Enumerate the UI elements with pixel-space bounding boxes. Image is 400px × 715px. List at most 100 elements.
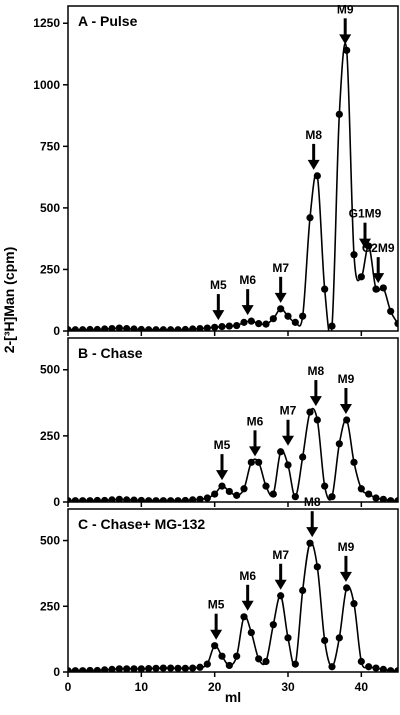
data-point: [247, 458, 255, 466]
data-point: [350, 458, 358, 466]
data-point: [86, 497, 94, 502]
peak-arrow-head: [274, 292, 287, 303]
peak-label: M8: [304, 495, 321, 509]
peak-arrow-head: [309, 396, 322, 407]
data-point: [130, 665, 138, 672]
x-tick-label: 0: [65, 680, 72, 694]
x-tick-label: 40: [355, 680, 369, 694]
peak-label: G2M9: [362, 241, 395, 255]
data-point: [372, 664, 380, 672]
peak-annotation-m8: M8: [305, 128, 322, 170]
data-point: [291, 318, 299, 326]
peak-arrow-head: [274, 579, 287, 590]
peak-arrow-head: [372, 273, 385, 284]
peak-annotation-m6: M6: [247, 414, 264, 457]
y-tick-label: 250: [40, 599, 60, 613]
data-point: [277, 592, 285, 600]
data-point: [152, 664, 160, 672]
data-point: [167, 497, 175, 502]
peak-arrow-head: [249, 446, 261, 457]
data-point: [277, 305, 285, 313]
data-point: [328, 493, 336, 501]
peak-label: M8: [305, 128, 322, 142]
data-point: [71, 497, 79, 502]
data-point: [181, 664, 189, 672]
data-point: [145, 326, 153, 331]
data-point: [152, 497, 160, 502]
data-point: [262, 320, 270, 328]
data-point: [211, 490, 219, 498]
data-point: [108, 496, 116, 502]
peak-annotation-m5: M5: [208, 598, 225, 640]
data-point: [211, 642, 219, 650]
data-point: [240, 318, 248, 326]
data-point: [394, 667, 398, 672]
data-point: [101, 496, 109, 502]
panel-b: 0 250 500 B - Chase M5 M6 M7 M8 M9: [40, 337, 399, 509]
panel-title: C - Chase+ MG-132: [78, 516, 205, 532]
data-point: [350, 600, 358, 608]
data-point: [255, 320, 263, 328]
data-point: [189, 664, 197, 672]
series-group: [68, 539, 398, 672]
peak-annotation-g1m9: G1M9: [349, 207, 382, 249]
data-point: [387, 307, 395, 315]
data-point: [115, 324, 123, 331]
data-point: [284, 634, 292, 642]
data-point: [108, 324, 116, 331]
panel-title: B - Chase: [78, 345, 143, 361]
data-point: [196, 495, 204, 502]
data-point: [306, 539, 314, 547]
plot-frame: [67, 5, 399, 332]
data-point: [269, 490, 277, 498]
data-point: [137, 496, 145, 502]
peak-arrow-head: [241, 600, 254, 611]
data-point: [93, 325, 101, 331]
y-tick-label: 250: [40, 429, 60, 443]
data-point: [233, 491, 241, 499]
data-point: [365, 663, 373, 671]
panel-a: 0 250 500 750 1000 1250 A - Pulse M5 M6 M7 M8 M9 G1M…: [33, 2, 399, 338]
peak-arrow-head: [210, 629, 223, 640]
peak-arrow-head: [339, 34, 352, 45]
data-point: [115, 495, 123, 502]
data-point: [357, 485, 365, 493]
x-tick-label: 30: [281, 680, 295, 694]
x-axis-title: ml: [225, 689, 241, 705]
data-point: [313, 416, 321, 424]
y-tick-label: 0: [53, 665, 60, 679]
data-point: [137, 665, 145, 672]
data-point: [299, 586, 307, 595]
data-point: [79, 497, 87, 502]
data-point: [321, 285, 329, 293]
data-point: [350, 251, 358, 259]
data-point: [306, 214, 314, 222]
data-point: [174, 326, 182, 331]
data-point: [321, 636, 329, 645]
peak-label: M5: [214, 438, 231, 452]
data-point: [328, 322, 336, 330]
peak-annotation-m6: M6: [239, 273, 256, 316]
data-point: [93, 496, 101, 502]
y-tick-label: 750: [40, 139, 60, 153]
data-point: [225, 322, 233, 330]
peak-arrow-head: [212, 310, 225, 321]
panel-title: A - Pulse: [78, 13, 138, 29]
data-point: [145, 664, 153, 672]
data-point: [123, 665, 131, 672]
peak-arrow-head: [241, 305, 254, 316]
peak-label: G1M9: [349, 207, 382, 221]
data-point: [108, 665, 116, 672]
peak-annotation-m6: M6: [239, 569, 256, 611]
data-point: [123, 496, 131, 502]
data-point: [284, 461, 292, 469]
data-point: [218, 322, 226, 331]
peak-annotation-m8: M8: [308, 364, 325, 407]
data-point: [343, 584, 351, 592]
data-point: [313, 172, 321, 180]
peak-annotation-m7: M7: [272, 261, 289, 303]
y-tick-label: 250: [40, 262, 60, 276]
data-point: [101, 325, 109, 331]
